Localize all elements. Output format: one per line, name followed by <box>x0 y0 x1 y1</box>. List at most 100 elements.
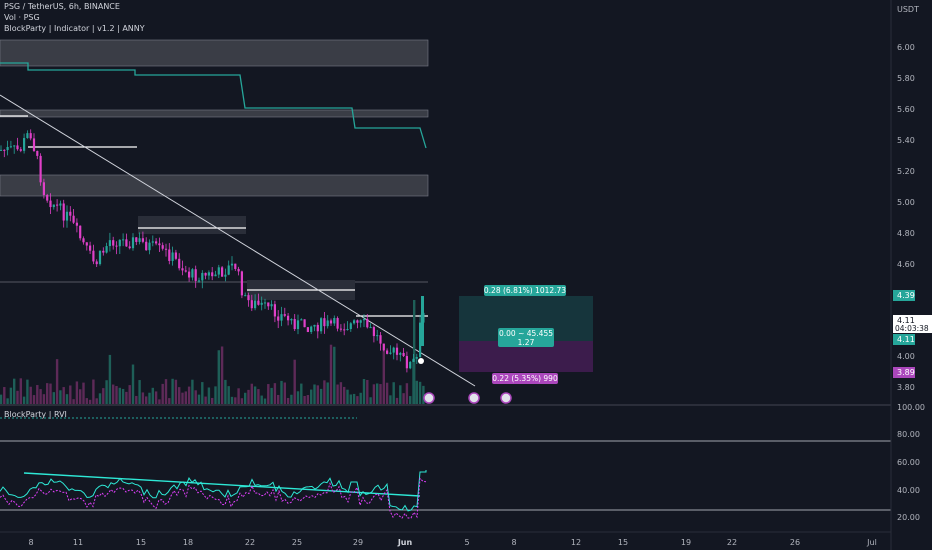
volume-bar <box>42 394 46 404</box>
time-tick-label: 5 <box>464 538 469 547</box>
event-marker-icon[interactable] <box>423 392 435 404</box>
volume-bar <box>65 394 69 404</box>
candle-body <box>79 225 82 239</box>
trend-line[interactable] <box>0 94 476 387</box>
event-marker-icon[interactable] <box>500 392 512 404</box>
candle-body <box>95 261 98 265</box>
candle-body <box>138 238 141 242</box>
candle-body <box>39 155 42 183</box>
volume-bar <box>32 395 36 404</box>
volume-bar <box>88 399 92 404</box>
candle-body <box>62 203 65 221</box>
volume-bar <box>339 382 343 404</box>
candle-body <box>372 327 375 337</box>
last-price-badge <box>893 334 915 345</box>
candle-body <box>333 318 336 324</box>
rvi-tick-label: 60.00 <box>897 458 920 467</box>
candle-body <box>42 182 45 195</box>
volume-bar <box>230 396 234 404</box>
rvi-tick-label: 20.00 <box>897 513 920 522</box>
current-price-label: 4.11 <box>897 316 915 325</box>
candle-body <box>178 258 181 269</box>
rvi-tick-label: 40.00 <box>897 486 920 495</box>
volume-bar <box>164 379 168 404</box>
volume-bar <box>310 389 313 404</box>
volume-bar <box>329 344 333 404</box>
rvi-legend[interactable]: BlockParty | RVI <box>4 410 67 419</box>
candle-body <box>46 194 49 201</box>
candle-body <box>320 318 323 332</box>
volume-bar <box>319 388 323 404</box>
candle-body <box>237 268 240 272</box>
time-tick-label: 11 <box>73 538 83 547</box>
volume-bar <box>82 382 85 404</box>
volume-bar <box>211 397 214 404</box>
volume-bar <box>263 398 267 404</box>
volume-bar <box>72 399 75 404</box>
price-axis[interactable]: USDT 6.00 5.80 5.60 5.40 5.20 5.00 4.80 4.60 4.0… <box>890 0 932 550</box>
volume-bar <box>85 398 88 404</box>
volume-bar <box>108 354 112 404</box>
volume-bar <box>247 389 250 404</box>
candle-body <box>329 320 333 324</box>
event-markers[interactable] <box>418 358 512 404</box>
candle-body <box>405 356 408 369</box>
zones <box>0 39 429 317</box>
zone-band-mid <box>0 109 429 118</box>
volume-bar <box>257 389 260 404</box>
volume-bar <box>158 399 161 404</box>
symbol-title[interactable]: PSG / TetherUS, 6h, BINANCE <box>4 2 120 11</box>
candle-body <box>277 316 280 321</box>
price-tick-label: 4.00 <box>897 352 915 361</box>
time-axis[interactable]: 8 11 15 18 22 25 29 Jun 5 8 12 15 19 22 26 Jul <box>0 531 891 547</box>
rvi-tick-label: 80.00 <box>897 430 920 439</box>
volume-bar <box>237 388 240 404</box>
candle-body <box>263 302 267 304</box>
candle-body <box>392 347 395 353</box>
volume-bar <box>151 387 154 404</box>
volume-bar <box>316 385 319 404</box>
target-label: 0.28 (6.81%) 1012.73 <box>484 286 566 295</box>
volume-bar <box>125 391 128 404</box>
volume-bar <box>49 383 52 404</box>
volume-bar <box>128 385 131 404</box>
candle-body <box>194 269 197 281</box>
volume-bar <box>303 395 306 404</box>
time-tick-label: 26 <box>790 538 800 547</box>
volume-bar <box>280 380 283 404</box>
candle-body <box>85 242 88 246</box>
volume-bar <box>55 359 59 404</box>
volume-bar <box>26 379 29 404</box>
volume-bar <box>121 388 125 404</box>
candle-body <box>296 320 300 330</box>
event-marker-icon[interactable] <box>468 392 480 404</box>
volume-legend[interactable]: Vol · PSG <box>4 13 40 22</box>
candle-body <box>293 319 296 330</box>
volume-bar <box>244 392 247 404</box>
volume-bar <box>382 350 385 404</box>
price-tick-label: 4.80 <box>897 229 915 238</box>
volume-bar <box>356 396 359 404</box>
price-tick-label: 4.60 <box>897 260 915 269</box>
candle-body <box>56 204 59 206</box>
stop-label: 0.22 (5.35%) 990 <box>492 374 558 383</box>
price-tick-label: 5.20 <box>897 167 915 176</box>
candle-body <box>386 350 389 354</box>
volume-bar <box>253 386 257 404</box>
long-position-tool[interactable]: 0.28 (6.81%) 1012.73 0.00 ~ 45.455 1.27 … <box>459 285 593 384</box>
candle-body <box>399 352 402 355</box>
volume-bar <box>369 397 372 404</box>
candle-body <box>214 274 217 277</box>
volume-bar <box>250 383 253 404</box>
candle-body <box>122 239 125 241</box>
upper-price-badge <box>893 290 915 301</box>
candle-body <box>382 343 385 351</box>
stop-label-box <box>492 373 558 384</box>
volume-bar <box>362 379 366 404</box>
candle-body <box>254 300 257 309</box>
candle-body <box>148 242 151 251</box>
candle-body <box>174 252 177 259</box>
indicator-legend[interactable]: BlockParty | Indicator | v1.2 | ANNY <box>4 24 145 33</box>
candle-body <box>280 314 283 321</box>
